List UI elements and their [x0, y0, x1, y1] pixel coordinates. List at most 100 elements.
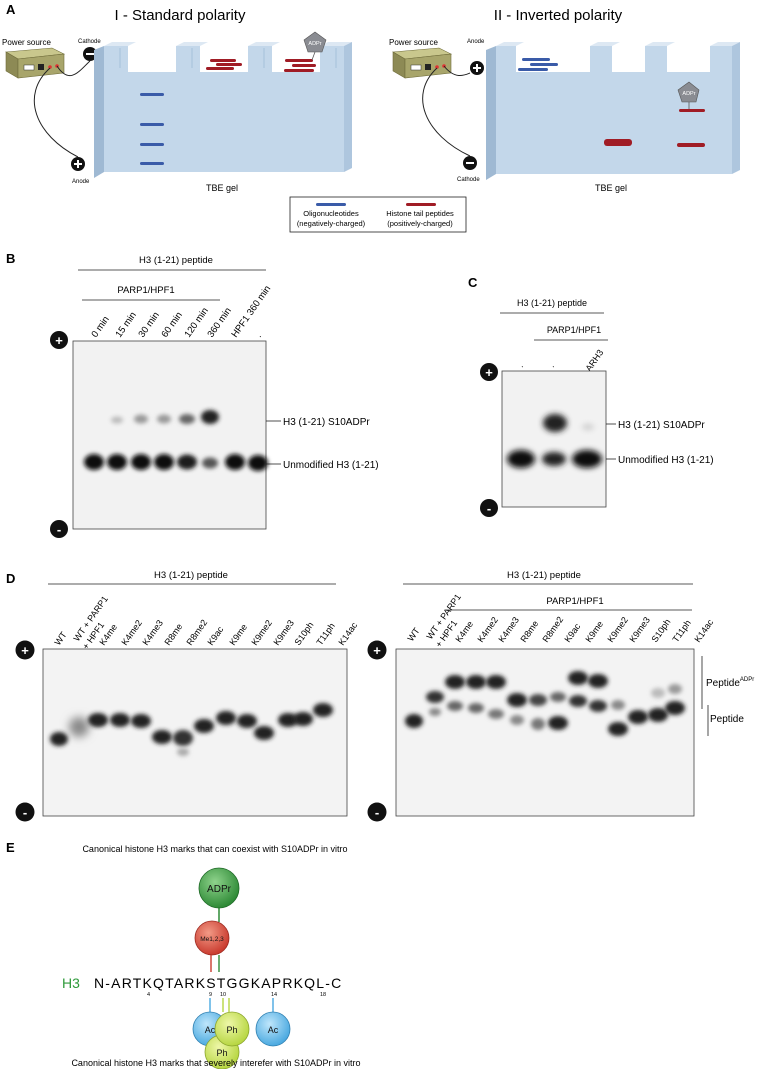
- d-right-lane-t11ph: T11ph: [670, 618, 692, 644]
- panel-b-band-lower-label: Unmodified H3 (1-21): [283, 460, 379, 471]
- d-right-lane-r8me: R8me: [518, 619, 540, 644]
- panel-letter-c: C: [468, 275, 478, 290]
- panel-b-bands: [84, 410, 268, 471]
- panel-d-peptide-label: Peptide: [710, 714, 744, 725]
- h3-label: H3: [62, 975, 80, 991]
- phospho-s10-label: Ph: [216, 1048, 227, 1058]
- d-left-lane-s10ph: S10ph: [292, 620, 315, 647]
- panel-letter-e: E: [6, 840, 15, 855]
- adpr-tag-left: ADPr: [303, 31, 327, 61]
- d-left-lane-k4me3: K4me3: [140, 618, 165, 647]
- legend-oligo-line1: Oligonucleotides: [303, 209, 359, 218]
- panel-d-peptide-adpr-label: PeptideADPr: [706, 677, 754, 689]
- panel-b: B H3 (1-21) peptide PARP1/HPF1 0 min 15 …: [6, 251, 379, 538]
- legend-oligo-line2: (negatively-charged): [297, 219, 366, 228]
- d-left-lane-t11ph: T11ph: [314, 621, 336, 647]
- panel-b-gel-image: [72, 340, 267, 530]
- panel-d-left-gel-image: [42, 648, 348, 817]
- d-right-lane-r8me2: R8me2: [540, 615, 565, 645]
- panel-c: C H3 (1-21) peptide PARP1/HPF1 . . ARH3 …: [468, 275, 714, 517]
- h3-sequence: N-ARTKQTARKSTGGKAPRKQL-C: [94, 975, 342, 991]
- phospho-circle-t11: [214, 1011, 250, 1047]
- panel-d-left-minus-marker: [15, 802, 35, 822]
- pos-18: 18: [320, 992, 326, 998]
- histone-bands-right: [604, 109, 705, 147]
- adpr-circle: [198, 867, 240, 909]
- cathode-label-left: Cathode: [78, 39, 101, 45]
- panel-d-right-header: H3 (1-21) peptide: [507, 570, 581, 581]
- lane-label-hpf1-360min: HPF1 360 min: [229, 284, 273, 340]
- d-left-lane-r8me2: R8me2: [184, 618, 209, 648]
- panel-c-bands: [507, 414, 602, 468]
- panel-d-left-minus: -: [23, 805, 27, 820]
- d-right-lane-k9me3: K9me3: [627, 615, 652, 644]
- adpr-label-left: ADPr: [308, 41, 321, 47]
- lane-label-15min: 15 min: [113, 310, 138, 340]
- gel-left: [94, 42, 352, 178]
- methyl-circle-label: Me1,2,3: [200, 936, 224, 943]
- panel-c-plus: +: [485, 365, 493, 380]
- panel-c-minus: -: [487, 501, 491, 516]
- d-right-lane-wt: WT: [405, 626, 422, 644]
- panel-e: E Canonical histone H3 marks that can co…: [6, 840, 361, 1069]
- legend-histone-line1: Histone tail peptides: [386, 209, 454, 218]
- acetyl-k14-label: Ac: [268, 1025, 279, 1035]
- adpr-label-right: ADPr: [682, 91, 695, 97]
- d-left-lane-k4me2: K4me2: [119, 618, 144, 647]
- panel-d-left-plus: +: [21, 643, 29, 658]
- d-right-lane-k4me3: K4me3: [496, 615, 521, 644]
- d-left-lane-k14ac: K14ac: [336, 620, 359, 647]
- gel-label-left: TBE gel: [206, 183, 238, 193]
- panel-d-right-gel-image: [395, 648, 695, 817]
- d-right-lane-k9me2: K9me2: [605, 615, 630, 644]
- anode-label-left: Anode: [72, 179, 90, 185]
- peptide-adpr-superscript: ADPr: [740, 677, 754, 683]
- gel-label-right: TBE gel: [595, 183, 627, 193]
- panel-d-right-minus-marker: [367, 802, 387, 822]
- d-right-lane-k9ac: K9ac: [562, 621, 582, 644]
- phospho-t11-label: Ph: [226, 1025, 237, 1035]
- cathode-label-right: Cathode: [457, 177, 480, 183]
- peptide-adpr-text: Peptide: [706, 678, 740, 689]
- power-source-right: Power source: [389, 38, 453, 79]
- panel-b-plus: +: [55, 333, 63, 348]
- panel-b-plus-marker: [50, 331, 68, 349]
- panel-d-right-subheader: PARP1/HPF1: [546, 596, 603, 607]
- legend: Oligonucleotides (negatively-charged) Hi…: [289, 196, 467, 233]
- panel-d-right-plus: +: [373, 643, 381, 658]
- d-left-lane-k9me: K9me: [227, 622, 249, 647]
- panel-c-band-lower-label: Unmodified H3 (1-21): [618, 455, 714, 466]
- panel-d-left-lane-labels: WT WT + PARP1 + HPF1 K4me K4me2 K4me3 R8…: [52, 594, 359, 651]
- d-left-lane-k9me3: K9me3: [271, 618, 296, 647]
- panel-d-left-plus-marker: [15, 640, 35, 660]
- panel-letter-d: D: [6, 571, 15, 586]
- d-left-lane-k9ac: K9ac: [205, 624, 225, 647]
- oligo-bands-left: [140, 93, 164, 165]
- oligo-bands-right: [518, 58, 558, 71]
- adpr-circle-label: ADPr: [207, 884, 232, 895]
- panel-b-header: H3 (1-21) peptide: [139, 255, 213, 266]
- panel-e-title-bottom: Canonical histone H3 marks that severely…: [71, 1058, 360, 1068]
- panel-a: A I - Standard polarity II - Inverted po…: [2, 2, 740, 233]
- pos-4: 4: [147, 992, 150, 998]
- pos-10: 10: [220, 992, 226, 998]
- panel-letter-a: A: [6, 2, 16, 17]
- power-source-label-right: Power source: [389, 38, 438, 47]
- gel-right: [486, 42, 740, 180]
- panel-d: D H3 (1-21) peptide WT WT + PARP1 + HPF1…: [6, 570, 754, 822]
- acetyl-k9-label: Ac: [205, 1025, 216, 1035]
- lane-label-empty: .: [253, 331, 264, 339]
- power-source-left: Power source: [2, 38, 66, 79]
- panel-d-left-header: H3 (1-21) peptide: [154, 570, 228, 581]
- d-right-lane-k9me: K9me: [583, 619, 605, 644]
- panel-c-gel-image: [501, 370, 607, 508]
- d-left-lane-wt: WT: [52, 630, 69, 648]
- panel-d-right-plus-marker: [367, 640, 387, 660]
- d-left-lane-k9me2: K9me2: [249, 618, 274, 647]
- legend-histone-swatch: [406, 203, 436, 206]
- panel-letter-b: B: [6, 251, 15, 266]
- acetyl-circle-k14: [255, 1011, 291, 1047]
- title-inverted-polarity: II - Inverted polarity: [494, 7, 623, 24]
- panel-b-minus: -: [57, 522, 61, 537]
